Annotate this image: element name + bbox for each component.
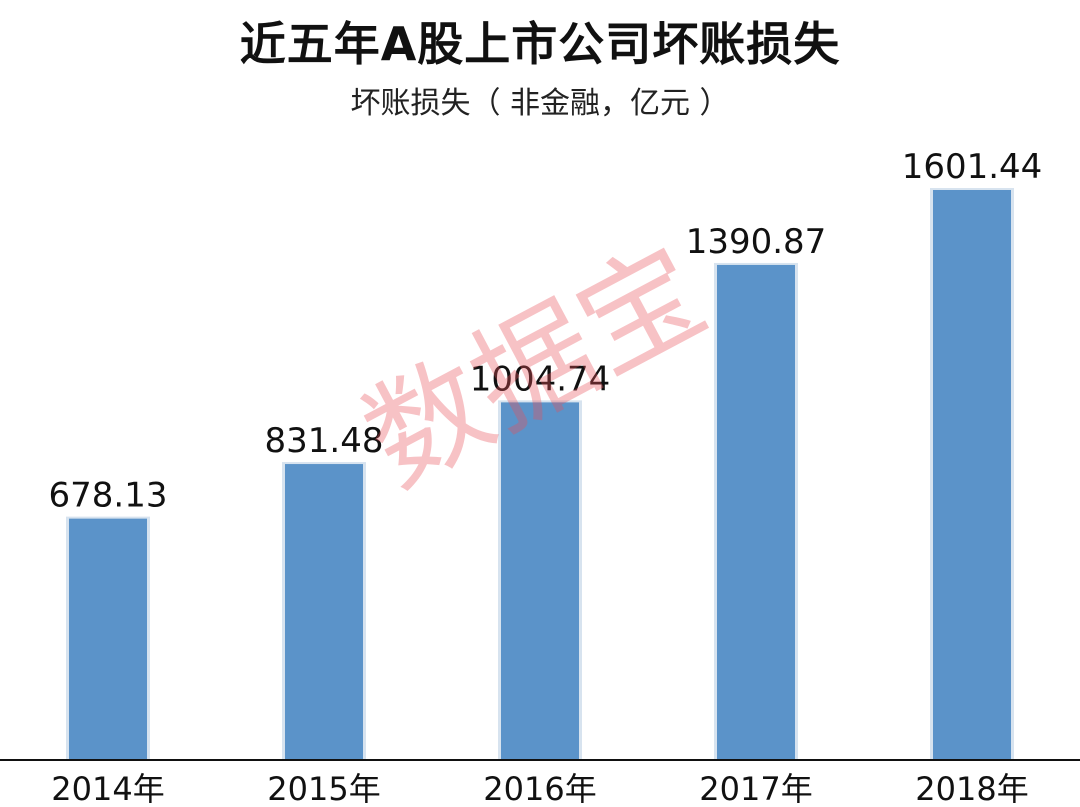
chart-subtitle: 坏账损失（ 非金融，亿元 ） [350, 86, 730, 121]
chart-title: 近五年A股上市公司坏账损失 [239, 17, 841, 71]
x-tick-label: 2018年 [915, 770, 1028, 807]
data-label: 831.48 [265, 421, 384, 461]
x-tick-label: 2015年 [267, 770, 380, 807]
bar [69, 518, 147, 760]
data-label: 678.13 [49, 476, 168, 516]
bar [285, 464, 363, 760]
x-tick-label: 2017年 [699, 770, 812, 807]
data-label: 1390.87 [686, 222, 827, 262]
x-tick-label: 2016年 [483, 770, 596, 807]
bar [933, 190, 1011, 760]
bar [501, 402, 579, 760]
data-label: 1601.44 [902, 147, 1043, 187]
data-label: 1004.74 [470, 359, 611, 399]
bar [717, 264, 795, 760]
x-tick-label: 2014年 [51, 770, 164, 807]
